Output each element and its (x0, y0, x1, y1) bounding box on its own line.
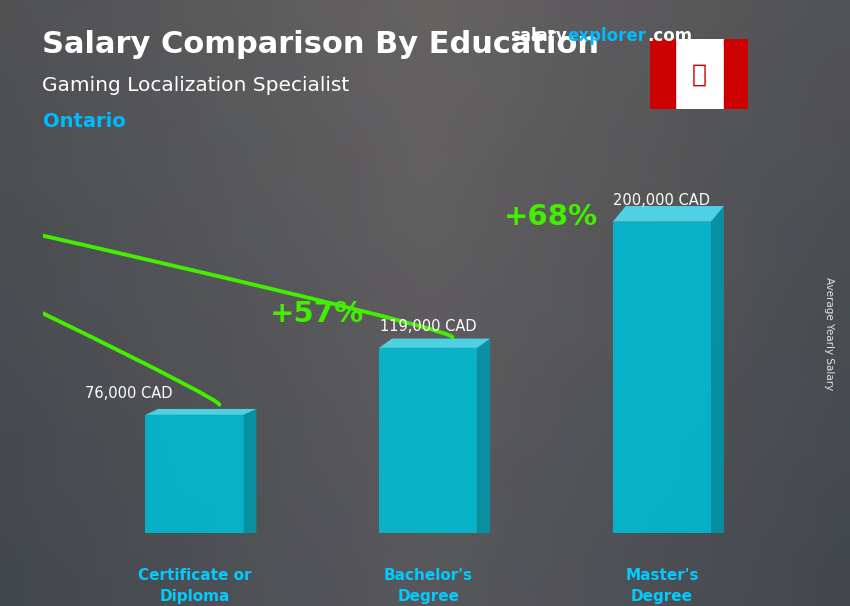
Text: Certificate or
Diploma: Certificate or Diploma (138, 568, 252, 604)
Polygon shape (711, 206, 724, 533)
Polygon shape (477, 339, 490, 533)
Text: salary: salary (510, 27, 567, 45)
FancyArrowPatch shape (0, 0, 219, 405)
Text: Gaming Localization Specialist: Gaming Localization Specialist (42, 76, 349, 95)
Polygon shape (243, 409, 257, 533)
Text: Master's
Degree: Master's Degree (626, 568, 699, 604)
Text: 119,000 CAD: 119,000 CAD (380, 319, 477, 334)
Text: Ontario: Ontario (42, 112, 125, 131)
Text: +57%: +57% (270, 299, 365, 327)
FancyArrowPatch shape (0, 0, 452, 338)
Polygon shape (613, 222, 711, 533)
Bar (650, 39, 675, 109)
Text: 🍁: 🍁 (692, 62, 706, 86)
Polygon shape (379, 348, 477, 533)
Polygon shape (145, 415, 243, 533)
Text: explorer: explorer (567, 27, 646, 45)
Text: 200,000 CAD: 200,000 CAD (614, 193, 711, 208)
Polygon shape (379, 339, 490, 348)
Text: +68%: +68% (504, 203, 598, 231)
Polygon shape (613, 206, 724, 222)
Text: Bachelor's
Degree: Bachelor's Degree (383, 568, 473, 604)
Text: .com: .com (648, 27, 693, 45)
Text: 76,000 CAD: 76,000 CAD (85, 386, 173, 401)
Text: Average Yearly Salary: Average Yearly Salary (824, 277, 834, 390)
Text: Salary Comparison By Education: Salary Comparison By Education (42, 30, 599, 59)
Polygon shape (145, 409, 257, 415)
Bar (723, 39, 748, 109)
